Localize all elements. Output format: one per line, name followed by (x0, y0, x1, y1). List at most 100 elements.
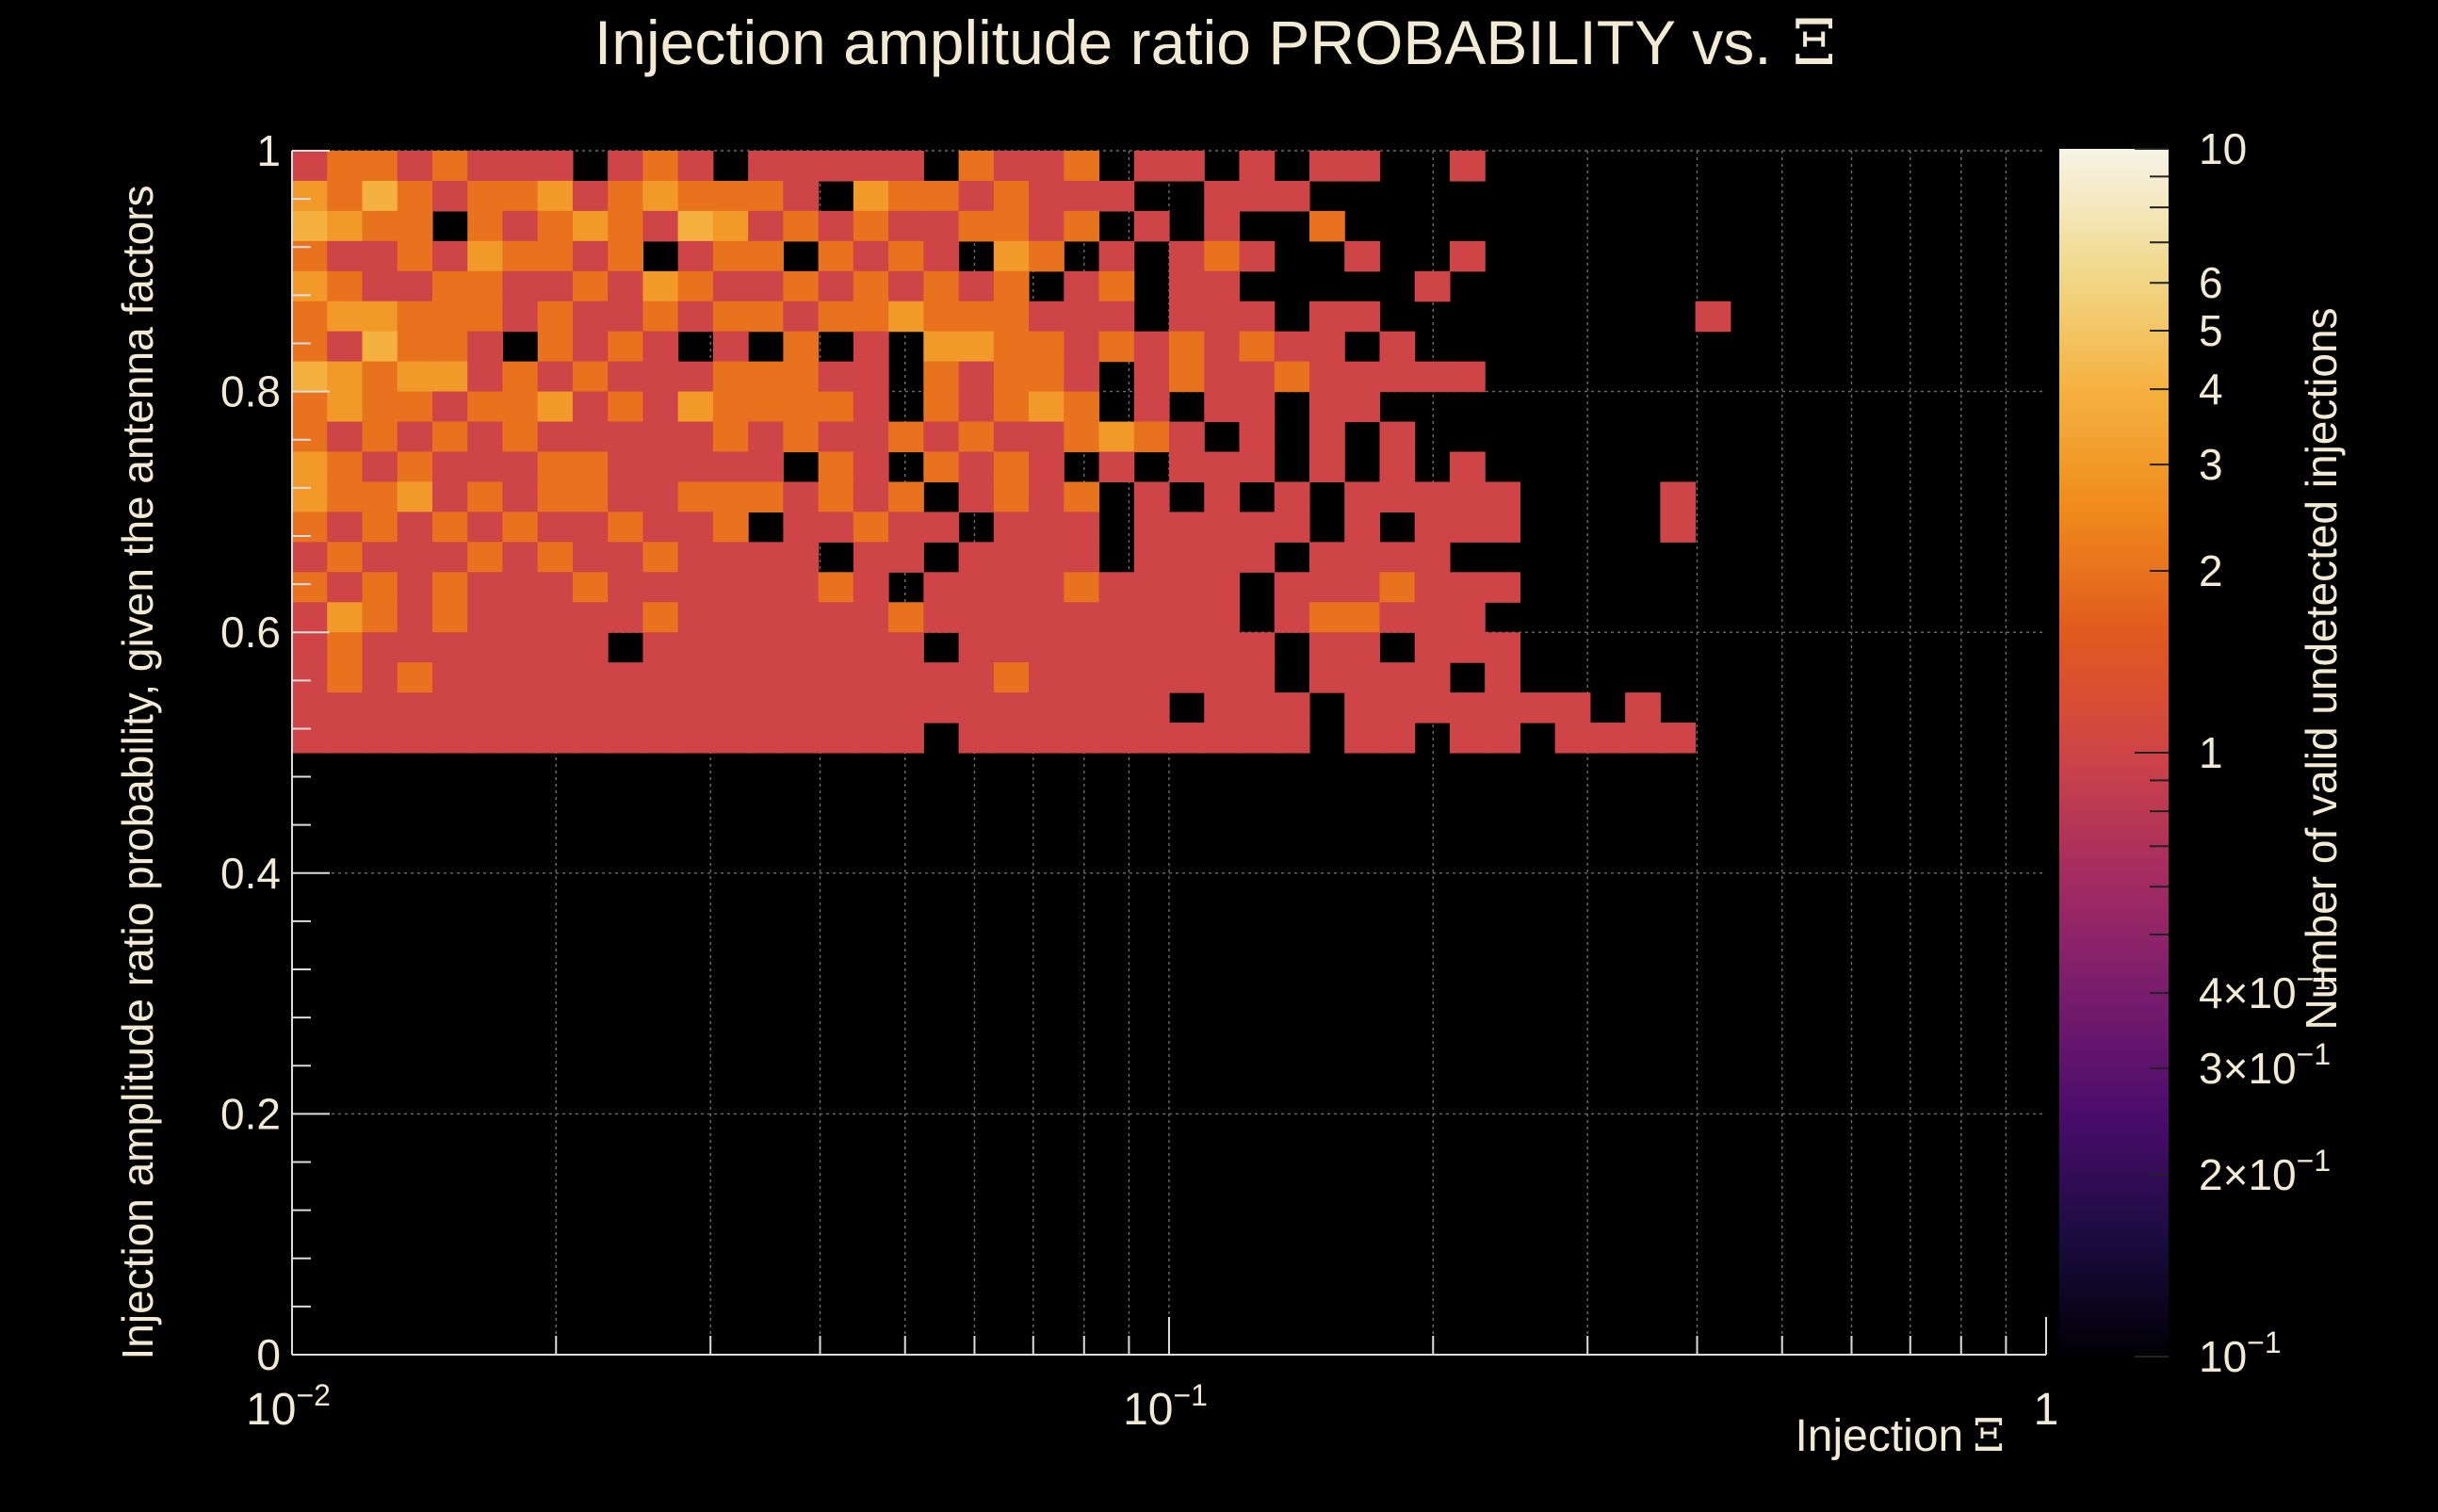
heatmap-cell (1239, 180, 1276, 212)
heatmap-cell (537, 662, 574, 693)
heatmap-cell (467, 361, 504, 393)
heatmap-cell (958, 662, 995, 693)
heatmap-cell (397, 692, 433, 723)
heatmap-cell (1204, 572, 1241, 603)
heatmap-cell (993, 151, 1030, 182)
heatmap-cell (1485, 572, 1520, 603)
heatmap-cell (958, 572, 995, 603)
heatmap-cell (502, 451, 539, 483)
colorbar-tick-label: 1 (2199, 728, 2223, 777)
heatmap-cell (923, 270, 960, 302)
heatmap-cell (677, 451, 714, 483)
heatmap-cell (958, 301, 995, 333)
heatmap-cell (327, 270, 364, 302)
heatmap-cell (818, 481, 854, 512)
x-tick-label: 1 (2034, 1385, 2059, 1435)
heatmap-cell (712, 662, 749, 693)
heatmap-cell (1133, 361, 1170, 393)
heatmap-cell (292, 723, 328, 754)
colorbar-tick-label: 2×10−1 (2199, 1144, 2331, 1199)
colorbar-label: Number of valid undetected injections (2297, 307, 2346, 1030)
heatmap-cell (572, 572, 609, 603)
heatmap-cell (993, 572, 1030, 603)
heatmap-cell (748, 361, 784, 393)
heatmap-cell (993, 662, 1030, 693)
heatmap-cell (712, 361, 749, 393)
heatmap-cell (397, 632, 433, 663)
heatmap-cell (397, 602, 433, 633)
heatmap-cell (1029, 451, 1065, 483)
heatmap-cell (1449, 481, 1486, 512)
heatmap-cell (1064, 542, 1100, 573)
heatmap-cell (1239, 632, 1276, 663)
heatmap-cell (1098, 662, 1135, 693)
heatmap-cell (1098, 331, 1135, 363)
heatmap-cell (923, 512, 960, 543)
heatmap-cell (397, 481, 433, 512)
heatmap-cell (1169, 361, 1205, 393)
heatmap-cell (362, 542, 398, 573)
heatmap-cell (431, 572, 468, 603)
heatmap-cell (1133, 632, 1170, 663)
heatmap-cell (677, 723, 714, 754)
heatmap-cell (748, 692, 784, 723)
heatmap-cell (327, 632, 364, 663)
heatmap-cell (608, 421, 643, 453)
heatmap-cell (1379, 572, 1416, 603)
heatmap-cell (783, 602, 820, 633)
heatmap-cell (1133, 331, 1170, 363)
heatmap-cell (1308, 602, 1345, 633)
heatmap-cell (923, 180, 960, 212)
heatmap-cell (958, 723, 995, 754)
heatmap-cell (1133, 602, 1170, 633)
heatmap-cell (608, 210, 643, 242)
heatmap-cell (1239, 331, 1276, 363)
heatmap-cell (1133, 572, 1170, 603)
heatmap-cell (502, 301, 539, 333)
heatmap-cell (1029, 692, 1065, 723)
heatmap-cell (958, 692, 995, 723)
heatmap-cell (1308, 301, 1345, 333)
heatmap-cell (1308, 210, 1345, 242)
heatmap-cell (327, 662, 364, 693)
heatmap-cell (642, 301, 679, 333)
heatmap-cell (327, 421, 364, 453)
heatmap-cell (362, 361, 398, 393)
heatmap-cell (958, 451, 995, 483)
heatmap-cell (397, 512, 433, 543)
heatmap-cell (642, 421, 679, 453)
heatmap-cell (467, 692, 504, 723)
heatmap-cell (1414, 632, 1451, 663)
heatmap-cell (1274, 361, 1310, 393)
heatmap-cell (502, 692, 539, 723)
heatmap-cell (502, 512, 539, 543)
heatmap-cell (748, 270, 784, 302)
heatmap-cell (923, 692, 960, 723)
heatmap-cell (888, 481, 924, 512)
heatmap-cell (1029, 301, 1065, 333)
heatmap-cell (1064, 151, 1100, 182)
heatmap-cell (1204, 692, 1241, 723)
heatmap-cell (572, 662, 609, 693)
heatmap-cell (431, 421, 468, 453)
heatmap-cell (748, 451, 784, 483)
heatmap-cell (467, 572, 504, 603)
heatmap-cell (397, 331, 433, 363)
heatmap-cell (1625, 692, 1661, 723)
heatmap-cell (1379, 662, 1416, 693)
heatmap-cell (1239, 361, 1276, 393)
heatmap-cell (923, 210, 960, 242)
heatmap-cell (537, 602, 574, 633)
heatmap-cell (1379, 331, 1416, 363)
heatmap-cell (608, 391, 643, 423)
heatmap-cell (853, 421, 889, 453)
heatmap-cell (677, 180, 714, 212)
heatmap-cell (537, 151, 574, 182)
heatmap-cell (292, 692, 328, 723)
heatmap-cell (1239, 662, 1276, 693)
heatmap-cell (292, 602, 328, 633)
heatmap-cell (712, 451, 749, 483)
heatmap-cell (748, 481, 784, 512)
heatmap-cell (783, 572, 820, 603)
heatmap-cell (1485, 692, 1520, 723)
